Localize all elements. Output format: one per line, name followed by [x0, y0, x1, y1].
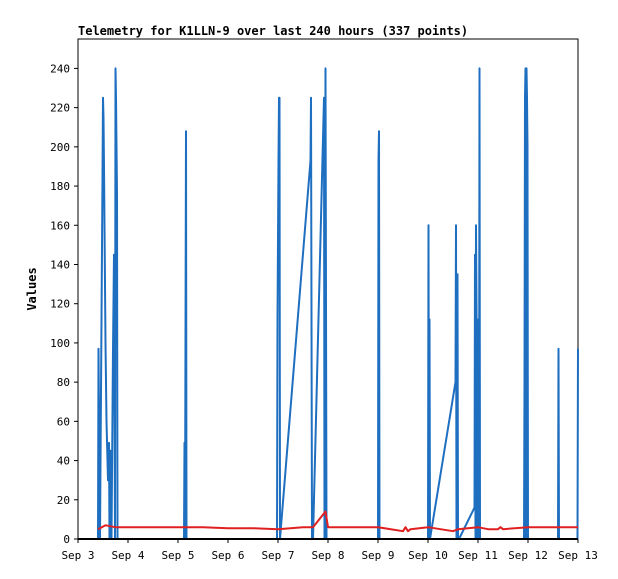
- x-tick-label: Sep 3: [61, 549, 94, 562]
- y-tick-label: 200: [50, 141, 70, 154]
- y-tick-label: 160: [50, 219, 70, 232]
- series-layer: [78, 67, 579, 540]
- plot-area: [77, 38, 579, 540]
- y-axis-label: Values: [25, 267, 39, 310]
- y-tick-label: 40: [57, 455, 70, 468]
- x-axis: Sep 3 Sep 4 Sep 5 Sep 6 Sep 7 Sep 8 Sep 9 Sep 1…: [61, 539, 598, 562]
- x-tick-label: Sep 5: [161, 549, 194, 562]
- y-tick-label: 100: [50, 337, 70, 350]
- y-tick-label: 20: [57, 494, 70, 507]
- x-tick-label: Sep 11: [458, 549, 498, 562]
- y-tick-label: 120: [50, 298, 70, 311]
- y-tick-label: 240: [50, 62, 70, 75]
- x-tick-label: Sep 7: [261, 549, 294, 562]
- y-tick-label: 80: [57, 376, 70, 389]
- x-tick-label: Sep 4: [111, 549, 144, 562]
- x-tick-label: Sep 9: [361, 549, 394, 562]
- y-axis: 0 20 40 60 80 100 120 140 160 180 200 220 240: [50, 62, 78, 546]
- x-tick-label: Sep 10: [408, 549, 448, 562]
- y-tick-label: 0: [63, 533, 70, 546]
- x-tick-label: Sep 6: [211, 549, 244, 562]
- x-tick-label: Sep 13: [558, 549, 598, 562]
- chart-title: Telemetry for K1LLN-9 over last 240 hour…: [78, 24, 468, 38]
- y-tick-label: 140: [50, 258, 70, 271]
- y-tick-label: 220: [50, 102, 70, 115]
- x-tick-label: Sep 12: [508, 549, 548, 562]
- x-tick-label: Sep 8: [311, 549, 344, 562]
- series-line-0: [97, 67, 579, 540]
- y-tick-label: 180: [50, 180, 70, 193]
- y-tick-label: 60: [57, 415, 70, 428]
- series-line-1: [97, 510, 578, 533]
